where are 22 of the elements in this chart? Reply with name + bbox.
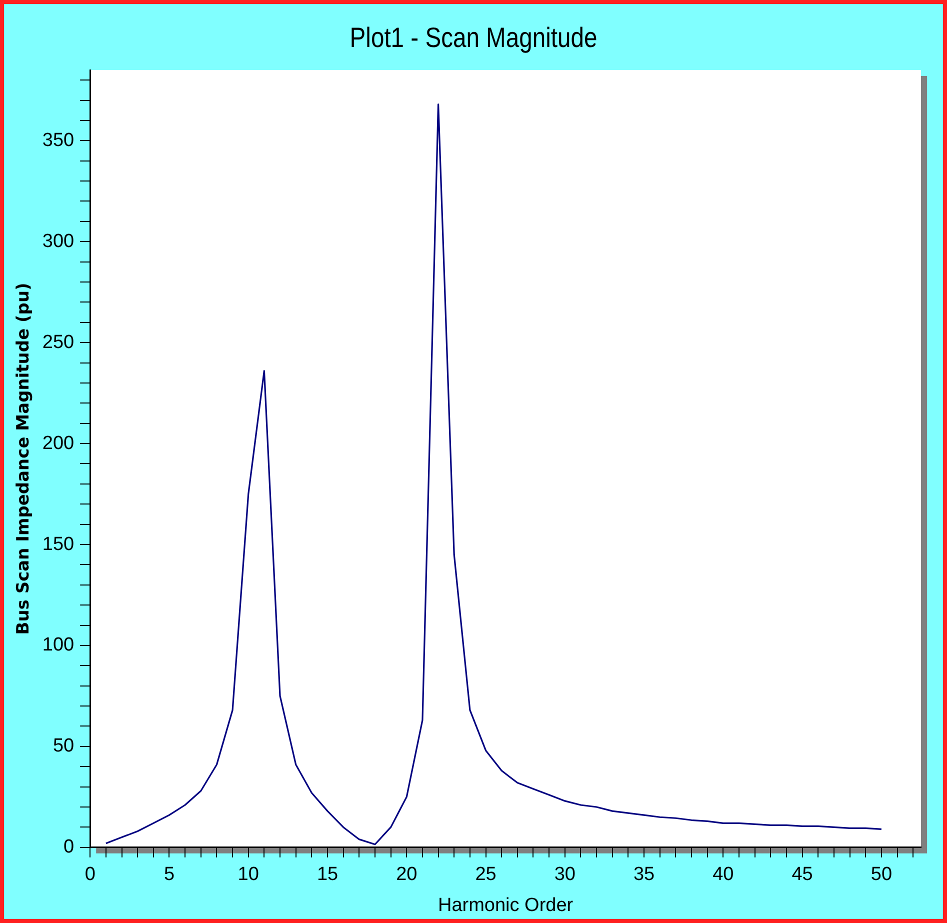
x-tick-label: 20 [396, 864, 418, 886]
x-tick-label: 30 [554, 864, 576, 886]
y-tick-label: 250 [42, 332, 74, 353]
x-tick-label: 0 [84, 864, 96, 886]
y-tick-label: 100 [42, 634, 74, 656]
y-tick-label: 150 [42, 534, 74, 555]
x-axis-title: Harmonic Order [438, 894, 574, 916]
y-tick-label: 350 [42, 130, 74, 151]
x-tick-label: 35 [633, 864, 655, 886]
x-tick-label: 10 [238, 864, 259, 886]
y-tick-label: 0 [64, 836, 74, 858]
y-tick-label: 300 [42, 230, 74, 252]
x-tick-label: 40 [712, 864, 734, 886]
chart-title: Plot1 - Scan Magnitude [348, 22, 598, 54]
y-tick-label: 50 [52, 736, 74, 757]
x-tick-label: 45 [792, 864, 813, 886]
x-tick-label: 15 [316, 864, 338, 886]
x-tick-label: 50 [870, 864, 892, 886]
x-tick-label: 5 [164, 864, 175, 886]
y-tick-label: 200 [42, 432, 74, 454]
y-axis-title: Bus Scan Impedance Magnitude (pu) [14, 282, 34, 635]
x-tick-label: 25 [475, 864, 496, 886]
